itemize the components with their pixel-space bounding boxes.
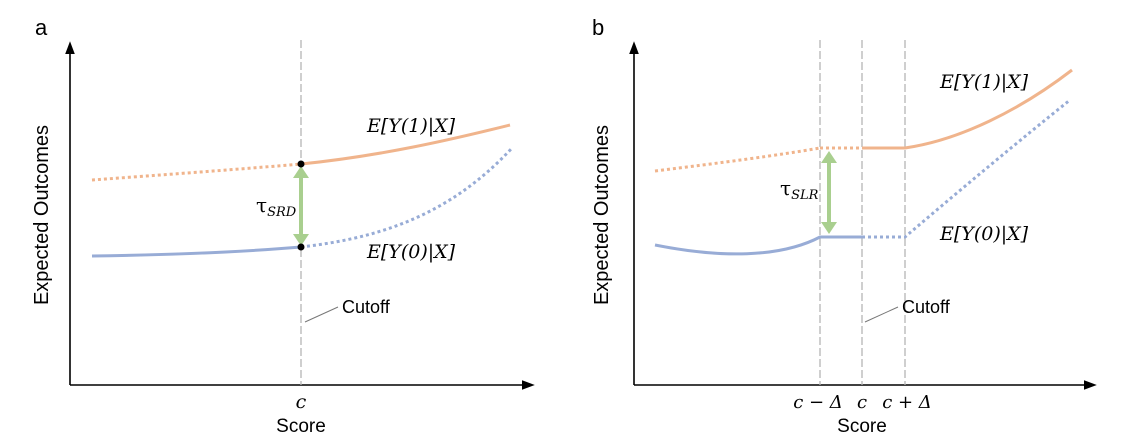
- panel-b-y1-solid: [862, 68, 1073, 150]
- panel-a-cutoff-label: Cutoff: [342, 297, 391, 317]
- panel-a: a τSRD E[Y(1)|X] E[Y(0)|X] Cutoff c Scor…: [31, 15, 535, 437]
- panel-a-y0-label: E[Y(0)|X]: [366, 241, 456, 263]
- panel-a-point-y1: [297, 160, 305, 168]
- panel-b-cutoff-label: Cutoff: [902, 297, 951, 317]
- panel-a-point-y0: [297, 243, 305, 251]
- panel-a-x-label: Score: [276, 416, 326, 437]
- panel-b-tick-c-plus-delta: c + Δ: [882, 392, 932, 413]
- panel-a-y-label: Expected Outcomes: [31, 125, 53, 305]
- panel-b-y0-label: E[Y(0)|X]: [939, 223, 1029, 245]
- panel-b-y0-dotted: [862, 98, 1071, 239]
- panel-a-y1-label: E[Y(1)|X]: [366, 115, 456, 137]
- panel-a-cutoff-pointer: [304, 306, 339, 323]
- panel-a-y0-dotted: [300, 146, 514, 249]
- panel-b-tick-c-minus-delta: c − Δ: [793, 392, 843, 413]
- panel-b: b τSLR E[Y(1)|X] E[Y(0)|X] Cutoff c − Δ: [591, 15, 1097, 437]
- panel-b-x-label: Score: [837, 416, 887, 437]
- panel-b-y1-label: E[Y(1)|X]: [939, 71, 1029, 93]
- panel-b-y1-dotted-left: [654, 146, 821, 173]
- panel-b-cutoff-pointer: [864, 306, 899, 323]
- panel-b-y0-solid: [654, 235, 862, 256]
- panel-a-letter: a: [35, 15, 48, 40]
- panel-a-y0-solid: [91, 245, 302, 258]
- panel-b-y-label: Expected Outcomes: [591, 125, 613, 305]
- panel-b-letter: b: [592, 15, 604, 40]
- panel-b-tau-label: τSLR: [780, 176, 819, 203]
- panel-a-tau-label: τSRD: [256, 193, 297, 220]
- panel-a-arrow-head-up: [293, 166, 309, 178]
- panel-a-y1-solid: [300, 123, 511, 166]
- panel-b-arrow-head-up: [821, 151, 837, 163]
- panel-a-y1-dotted: [91, 162, 302, 182]
- panel-a-arrow-head-down: [293, 234, 309, 246]
- panel-b-tick-c: c: [857, 392, 867, 413]
- panel-b-arrow-head-down: [821, 222, 837, 234]
- panel-a-tick-c: c: [296, 391, 307, 413]
